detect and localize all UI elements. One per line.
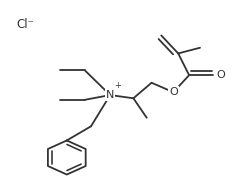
Text: Cl⁻: Cl⁻: [17, 18, 35, 31]
Text: O: O: [216, 70, 225, 80]
Text: O: O: [169, 87, 178, 97]
Text: +: +: [114, 81, 121, 90]
Text: N: N: [106, 90, 114, 100]
